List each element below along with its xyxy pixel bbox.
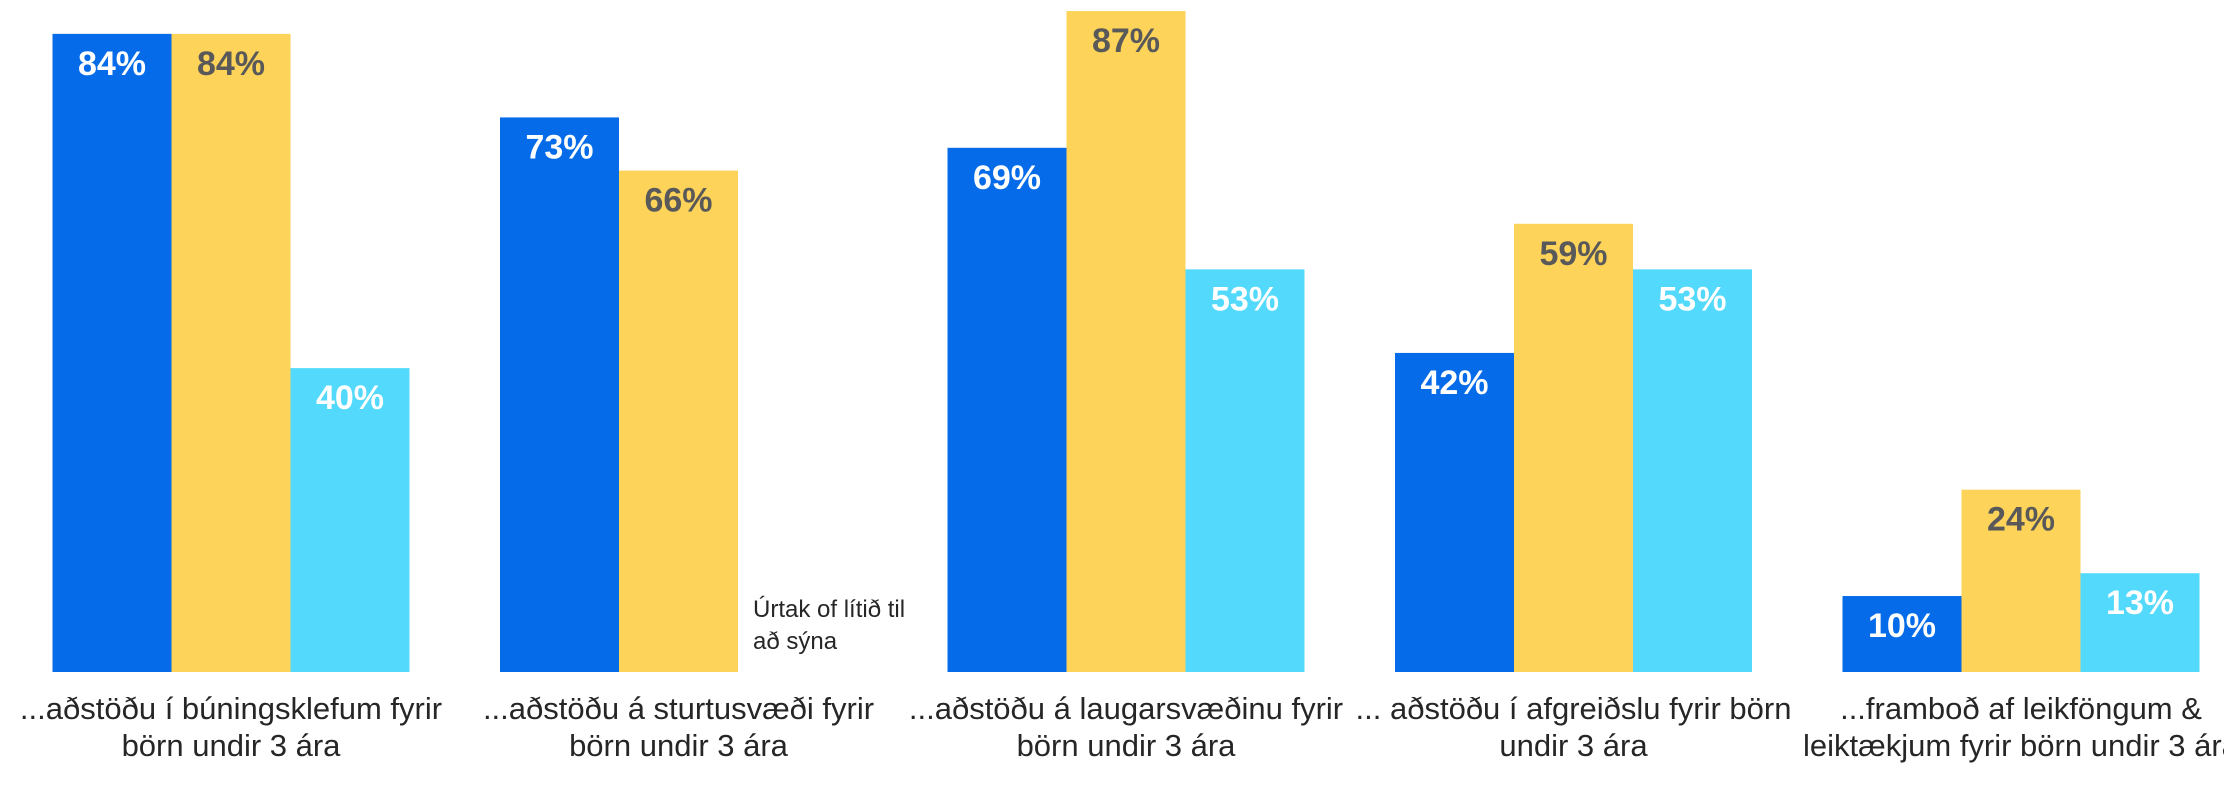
bar [500, 117, 619, 672]
value-label: 42% [1420, 364, 1488, 402]
value-label: 69% [973, 159, 1041, 197]
value-label: 24% [1987, 501, 2055, 539]
value-label: 66% [644, 182, 712, 220]
bar [1514, 223, 1633, 673]
bar [1842, 596, 1962, 672]
bar [2080, 573, 2200, 672]
bar [1961, 489, 2081, 672]
value-label: 84% [78, 45, 146, 83]
bar [171, 33, 291, 673]
value-label: 87% [1092, 22, 1160, 60]
bar [1633, 269, 1752, 672]
bar [947, 147, 1067, 672]
value-label: 13% [2106, 584, 2174, 622]
bar [1185, 269, 1305, 672]
x-tick-label: ...aðstöðu á sturtusvæði fyrir börn undi… [482, 691, 875, 763]
bar [619, 170, 738, 672]
x-tick-label: ...framboð af leikföngum & leiktækjum fy… [1803, 691, 2224, 763]
x-tick-label: ...aðstöðu á laugarsvæðinu fyrir börn un… [908, 691, 1344, 763]
value-label: 10% [1868, 607, 1936, 645]
annotation: Úrtak of lítið til að sýna [753, 596, 906, 655]
x-tick-label: ...aðstöðu í búningsklefum fyrir börn un… [19, 691, 443, 763]
value-label: 59% [1539, 235, 1607, 273]
bar [1395, 352, 1514, 672]
bar [290, 368, 410, 672]
bar [1066, 11, 1186, 673]
value-label: 40% [316, 379, 384, 417]
value-label: 84% [197, 45, 265, 83]
value-label: 53% [1211, 280, 1279, 318]
bar [52, 33, 172, 673]
value-label: 73% [525, 128, 593, 166]
value-label: 53% [1658, 280, 1726, 318]
x-tick-label: ... aðstöðu í afgreiðslu fyrir börn undi… [1355, 691, 1792, 763]
